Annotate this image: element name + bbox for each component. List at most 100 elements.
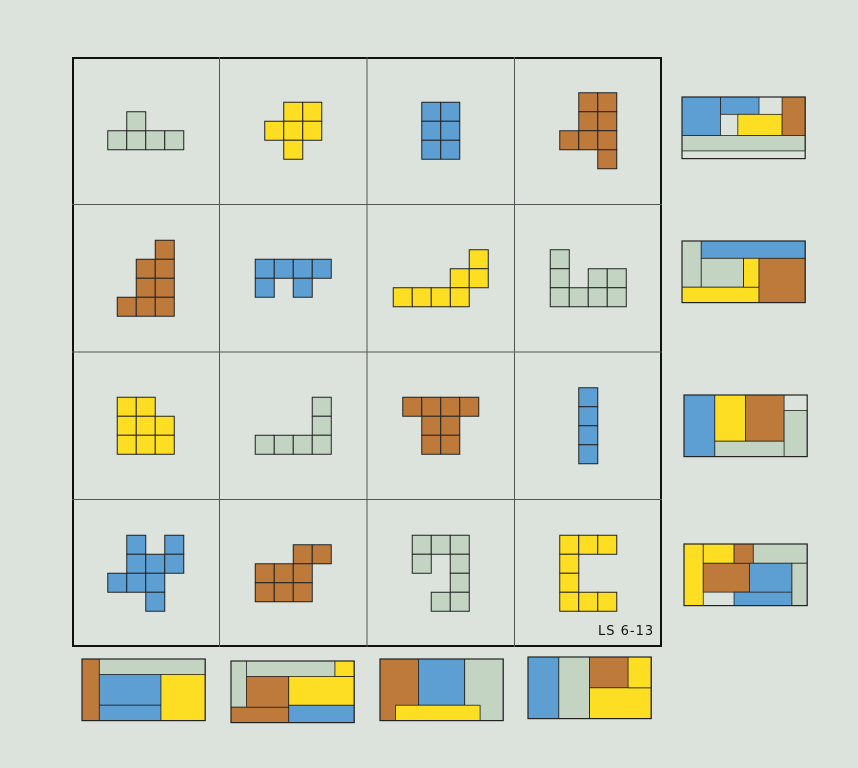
piece-square-brown bbox=[402, 396, 423, 417]
piece-square-blue bbox=[311, 258, 332, 279]
piece-square-yellow bbox=[302, 120, 323, 141]
answer-tile-part-brown bbox=[702, 562, 750, 593]
piece-square-green bbox=[549, 268, 570, 289]
piece-square-yellow bbox=[154, 434, 175, 455]
piece-square-yellow bbox=[283, 120, 304, 141]
answer-tile-part-green bbox=[791, 562, 808, 606]
piece-square-blue bbox=[440, 139, 461, 160]
answer-tile-bottom-4 bbox=[527, 656, 652, 720]
answer-tile-part-yellow bbox=[737, 113, 783, 136]
piece-square-brown bbox=[254, 582, 275, 603]
answer-tile-part-yellow bbox=[681, 286, 760, 304]
piece-square-blue bbox=[421, 139, 442, 160]
piece-square-blue bbox=[164, 553, 185, 574]
piece-square-green bbox=[449, 534, 470, 555]
piece-square-green bbox=[568, 287, 589, 308]
piece-square-brown bbox=[273, 582, 294, 603]
answer-tile-part-green bbox=[558, 656, 590, 719]
piece-square-yellow bbox=[283, 101, 304, 122]
piece-square-blue bbox=[107, 572, 128, 593]
piece-square-blue bbox=[126, 572, 147, 593]
piece-square-brown bbox=[421, 415, 442, 436]
piece-square-yellow bbox=[411, 287, 432, 308]
piece-square-brown bbox=[154, 277, 175, 298]
piece-square-green bbox=[606, 287, 627, 308]
answer-tile-part-green bbox=[752, 543, 808, 564]
piece-square-brown bbox=[597, 111, 618, 132]
piece-square-brown bbox=[292, 563, 313, 584]
piece-square-blue bbox=[254, 258, 275, 279]
piece-square-brown bbox=[135, 277, 156, 298]
answer-tile-right-4 bbox=[683, 543, 808, 607]
piece-square-yellow bbox=[283, 139, 304, 160]
piece-square-yellow bbox=[430, 287, 451, 308]
answer-tile-part-yellow bbox=[160, 674, 206, 722]
piece-square-blue bbox=[145, 553, 166, 574]
piece-square-blue bbox=[440, 101, 461, 122]
answer-tile-part-green bbox=[230, 660, 247, 708]
piece-square-green bbox=[449, 572, 470, 593]
piece-square-yellow bbox=[597, 591, 618, 612]
piece-square-blue bbox=[578, 406, 599, 427]
piece-square-yellow bbox=[597, 534, 618, 555]
piece-square-green bbox=[449, 553, 470, 574]
answer-tile-part-green bbox=[681, 135, 806, 152]
answer-tile-part-yellow bbox=[714, 394, 746, 442]
piece-square-yellow bbox=[559, 553, 580, 574]
piece-square-green bbox=[411, 553, 432, 574]
piece-square-green bbox=[311, 396, 332, 417]
piece-square-green bbox=[430, 534, 451, 555]
answer-tile-part-yellow bbox=[394, 704, 481, 722]
piece-square-brown bbox=[559, 130, 580, 151]
piece-square-yellow bbox=[154, 415, 175, 436]
piece-square-blue bbox=[292, 258, 313, 279]
piece-square-brown bbox=[116, 296, 137, 317]
piece-square-brown bbox=[421, 396, 442, 417]
answer-tile-part-blue bbox=[681, 96, 721, 136]
piece-square-blue bbox=[273, 258, 294, 279]
answer-tile-part-brown bbox=[733, 543, 754, 564]
piece-square-blue bbox=[254, 277, 275, 298]
piece-square-brown bbox=[440, 434, 461, 455]
answer-tile-part-green bbox=[714, 440, 785, 458]
piece-square-brown bbox=[597, 92, 618, 113]
piece-square-green bbox=[292, 434, 313, 455]
answer-tile-part-green bbox=[681, 240, 702, 288]
piece-square-blue bbox=[126, 553, 147, 574]
answer-tile-part-yellow bbox=[683, 543, 704, 606]
piece-square-brown bbox=[597, 130, 618, 151]
piece-square-green bbox=[145, 130, 166, 151]
piece-square-brown bbox=[578, 130, 599, 151]
piece-square-green bbox=[449, 591, 470, 612]
piece-square-blue bbox=[164, 534, 185, 555]
piece-square-yellow bbox=[468, 268, 489, 289]
answer-tile-part-blue bbox=[527, 656, 560, 719]
piece-square-yellow bbox=[578, 534, 599, 555]
answer-tile-part-blue bbox=[98, 674, 162, 706]
piece-square-blue bbox=[578, 387, 599, 408]
answer-tile-right-1 bbox=[681, 96, 806, 160]
piece-square-green bbox=[549, 249, 570, 270]
piece-square-brown bbox=[597, 149, 618, 170]
piece-square-green bbox=[126, 111, 147, 132]
answer-tile-part-yellow bbox=[702, 543, 735, 564]
piece-square-brown bbox=[459, 396, 480, 417]
piece-square-brown bbox=[311, 544, 332, 565]
answer-tile-part-brown bbox=[245, 676, 290, 708]
piece-square-brown bbox=[578, 92, 599, 113]
answer-tile-part-green bbox=[98, 658, 206, 675]
answer-tile-part-yellow bbox=[589, 687, 652, 719]
answer-tile-bottom-3 bbox=[379, 658, 504, 722]
answer-tile-bottom-2 bbox=[230, 660, 355, 724]
piece-square-yellow bbox=[116, 434, 137, 455]
piece-square-green bbox=[126, 130, 147, 151]
piece-square-yellow bbox=[449, 268, 470, 289]
piece-square-brown bbox=[254, 563, 275, 584]
answer-tile-part-brown bbox=[758, 257, 806, 304]
piece-square-green bbox=[549, 287, 570, 308]
piece-square-green bbox=[164, 130, 185, 151]
piece-square-blue bbox=[292, 277, 313, 298]
piece-square-yellow bbox=[135, 434, 156, 455]
piece-square-green bbox=[587, 268, 608, 289]
